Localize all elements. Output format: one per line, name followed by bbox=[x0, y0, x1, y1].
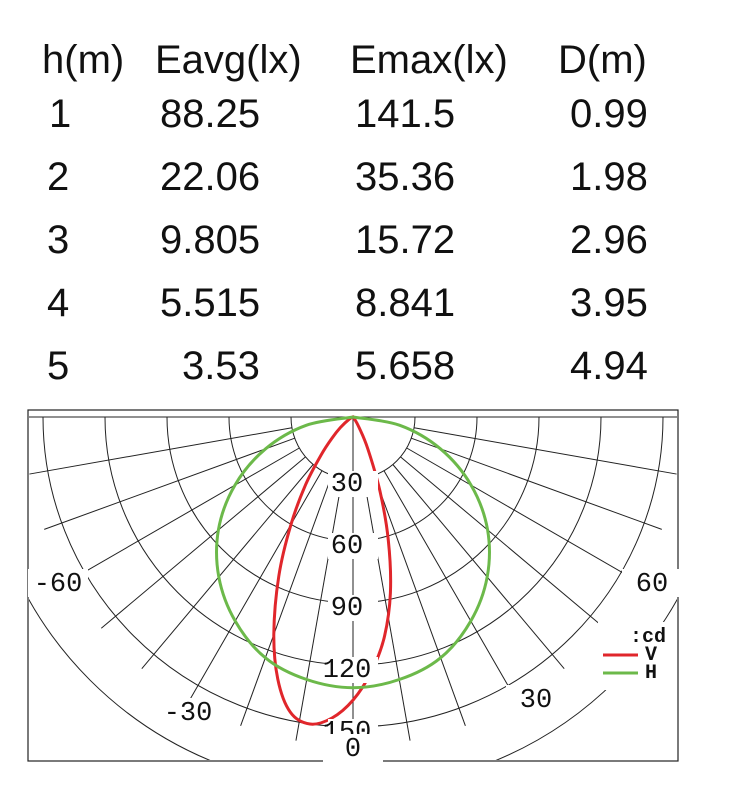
radial-tick-label: 120 bbox=[323, 656, 372, 686]
cell-d-1: 0.99 bbox=[570, 92, 648, 136]
cell-eavg-1: 88.25 bbox=[160, 92, 261, 136]
cell-emax-2: 35.36 bbox=[355, 155, 456, 199]
series-H-curve bbox=[215, 415, 491, 690]
cell-eavg-3: 9.805 bbox=[160, 218, 261, 262]
cell-emax-5: 5.658 bbox=[355, 344, 456, 388]
angle-tick-bg bbox=[158, 698, 218, 726]
grid-spoke bbox=[411, 437, 662, 530]
grid-spoke bbox=[68, 447, 300, 582]
radial-tick-bg bbox=[328, 657, 378, 683]
legend-unit: :cd bbox=[630, 626, 666, 649]
cell-h-3: 3 bbox=[47, 218, 70, 262]
grid-spoke bbox=[295, 477, 343, 741]
grid-spoke bbox=[141, 464, 314, 670]
header-d: D(m) bbox=[558, 38, 647, 82]
radial-tick-bg bbox=[328, 471, 378, 497]
cell-emax-4: 8.841 bbox=[355, 281, 456, 325]
cell-eavg-5: 3.53 bbox=[182, 344, 260, 388]
grid-spoke bbox=[240, 475, 333, 726]
grid-spoke bbox=[363, 477, 411, 741]
grid-spoke bbox=[406, 447, 638, 582]
cell-h-2: 2 bbox=[47, 155, 70, 199]
grid-spoke bbox=[400, 456, 606, 629]
header-emax: Emax(lx) bbox=[350, 38, 508, 82]
cell-d-4: 3.95 bbox=[570, 281, 648, 325]
cell-d-2: 1.98 bbox=[570, 155, 648, 199]
cell-emax-3: 15.72 bbox=[355, 218, 456, 262]
angle-tick-label: 60 bbox=[636, 570, 668, 600]
header-h: h(m) bbox=[42, 38, 125, 82]
angle-tick-bg bbox=[323, 734, 383, 762]
grid-spoke bbox=[44, 437, 295, 530]
grid-spoke bbox=[188, 470, 323, 702]
radial-tick-label: 30 bbox=[331, 470, 363, 500]
cell-d-5: 4.94 bbox=[570, 344, 648, 388]
angle-tick-label: 30 bbox=[520, 686, 552, 716]
radial-tick-bg bbox=[328, 533, 378, 559]
grid-spoke bbox=[100, 456, 306, 629]
legend-label-V: V bbox=[645, 644, 657, 667]
intensity-curves bbox=[215, 415, 491, 726]
series-V-curve bbox=[272, 415, 393, 726]
angle-tick-label: -30 bbox=[164, 699, 213, 729]
grid-spoke bbox=[29, 427, 293, 475]
cell-eavg-2: 22.06 bbox=[160, 155, 261, 199]
radial-tick-bg bbox=[328, 595, 378, 621]
cell-h-5: 5 bbox=[47, 344, 70, 388]
grid-spoke bbox=[392, 464, 565, 670]
cell-h-1: 1 bbox=[49, 92, 72, 136]
angle-tick-labels: -60 -30 0 30 60 bbox=[28, 569, 682, 765]
legend-label-H: H bbox=[645, 662, 657, 685]
radial-tick-label: 60 bbox=[331, 532, 363, 562]
radial-tick-label: 90 bbox=[331, 594, 363, 624]
angle-tick-label: 0 bbox=[345, 735, 361, 765]
grid-spoke bbox=[373, 475, 466, 726]
angle-tick-label: -60 bbox=[34, 570, 83, 600]
grid-spoke bbox=[383, 470, 518, 702]
cell-emax-1: 141.5 bbox=[355, 92, 456, 136]
angle-tick-bg bbox=[28, 569, 88, 597]
header-eavg: Eavg(lx) bbox=[155, 38, 302, 82]
angle-tick-bg bbox=[506, 685, 566, 713]
cell-eavg-4: 5.515 bbox=[160, 281, 261, 325]
cell-d-3: 2.96 bbox=[570, 218, 648, 262]
angle-tick-bg bbox=[622, 569, 682, 597]
cell-h-4: 4 bbox=[47, 281, 70, 325]
grid-spoke bbox=[413, 427, 677, 475]
